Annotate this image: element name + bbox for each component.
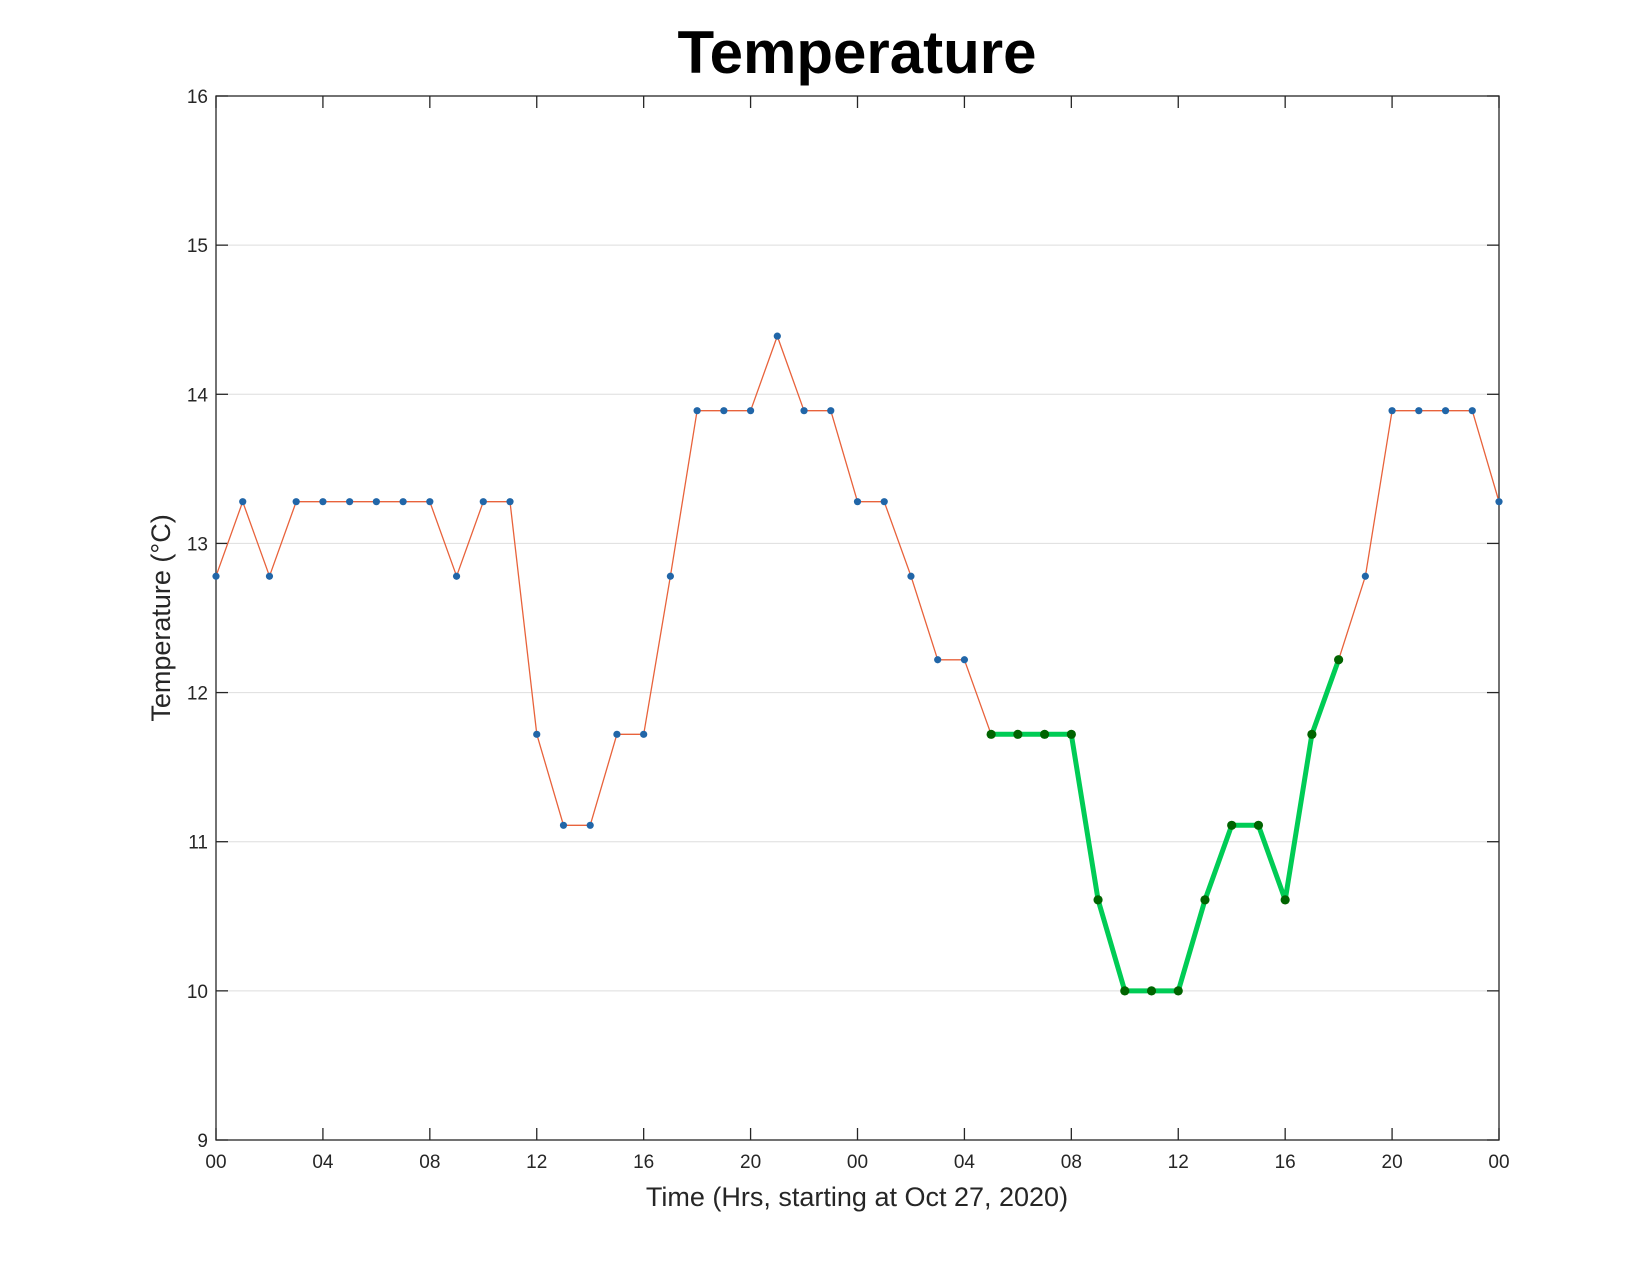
series-1-point xyxy=(986,729,996,739)
x-axis-label: Time (Hrs, starting at Oct 27, 2020) xyxy=(646,1182,1068,1212)
series-0-point xyxy=(960,656,969,664)
y-tick-label: 11 xyxy=(188,833,208,854)
x-tick-label: 16 xyxy=(633,1152,654,1173)
plot-area-frame xyxy=(215,95,1500,1141)
series-0-point xyxy=(880,498,888,506)
x-tick-label: 12 xyxy=(1168,1152,1189,1173)
series-0-point xyxy=(693,407,701,415)
series-0-point xyxy=(800,407,808,415)
series-0-point xyxy=(319,498,327,506)
y-tick-label: 14 xyxy=(187,385,209,406)
series-1-line xyxy=(991,658,1341,994)
series-1-point xyxy=(1334,655,1344,665)
x-tick-label: 04 xyxy=(312,1152,334,1173)
series-1-point xyxy=(1227,820,1237,830)
series-0-point xyxy=(1361,572,1369,580)
series-0-point xyxy=(1468,407,1476,415)
series-0-point xyxy=(559,821,568,829)
x-tick-label: 00 xyxy=(847,1152,868,1173)
series-1-point xyxy=(1173,986,1183,996)
y-tick-label: 13 xyxy=(187,534,208,555)
series-0-point xyxy=(773,332,781,340)
series-1-point xyxy=(1066,729,1076,739)
series-1-point xyxy=(1146,986,1157,996)
series-0-point xyxy=(853,498,862,506)
series-0-point xyxy=(265,572,274,580)
series-0-point xyxy=(1495,498,1503,506)
y-tick-label: 10 xyxy=(187,982,208,1003)
series-0-line xyxy=(215,335,1500,992)
x-tick-label: 04 xyxy=(954,1152,976,1173)
series-0-point xyxy=(1388,407,1396,415)
series-0-point xyxy=(720,407,728,415)
x-tick-label: 00 xyxy=(205,1152,226,1173)
series-1-point xyxy=(1120,986,1130,996)
y-tick-label: 16 xyxy=(187,87,208,108)
x-tick-label: 00 xyxy=(1488,1152,1509,1173)
series-1-point xyxy=(1280,895,1290,905)
series-0-point xyxy=(640,730,648,738)
series-1-point xyxy=(1040,729,1050,739)
series-0-point xyxy=(479,498,487,506)
series-0-point xyxy=(746,407,755,415)
x-tick-label: 08 xyxy=(1061,1152,1082,1173)
series-0-point xyxy=(934,656,942,664)
series-0-point xyxy=(346,498,354,506)
y-tick-label: 9 xyxy=(197,1131,208,1152)
y-tick-label: 15 xyxy=(187,236,208,257)
series-0-point xyxy=(399,498,407,506)
series-0-point xyxy=(666,572,674,580)
x-tick-label: 20 xyxy=(740,1152,761,1173)
x-tick-label: 08 xyxy=(419,1152,440,1173)
series-1-point xyxy=(1307,729,1317,739)
series-1-point xyxy=(1253,820,1264,830)
gridlines xyxy=(216,244,1499,992)
series-0-point xyxy=(372,498,380,506)
series-1-point xyxy=(1013,729,1023,739)
chart-title: Temperature xyxy=(677,19,1036,86)
x-tick-label: 12 xyxy=(526,1152,547,1173)
y-tick-label: 12 xyxy=(187,684,208,705)
series-0-point xyxy=(533,730,541,738)
series-0-point xyxy=(292,498,300,506)
series-1-point xyxy=(1200,895,1210,905)
series-0-point xyxy=(212,572,220,580)
series-0-point xyxy=(426,498,434,506)
y-axis-label: Temperature (°C) xyxy=(146,514,176,721)
series-0-point xyxy=(239,498,247,506)
x-tick-label: 16 xyxy=(1275,1152,1296,1173)
series-0-point xyxy=(452,572,461,580)
series-0-point xyxy=(1441,407,1450,415)
series-1-point xyxy=(1093,895,1103,905)
series-0-point xyxy=(907,572,915,580)
data-series xyxy=(212,332,1503,996)
axis-ticks: 9 10 11 12 13 14 15 16 00 04 08 12 16 20 00 04 08 12 16 20 0… xyxy=(187,87,1510,1173)
series-0-point xyxy=(827,407,835,415)
series-0-point xyxy=(1415,407,1423,415)
series-0-point xyxy=(613,730,621,738)
x-tick-label: 20 xyxy=(1382,1152,1403,1173)
series-0-point xyxy=(586,821,594,829)
series-0-point xyxy=(506,498,514,506)
